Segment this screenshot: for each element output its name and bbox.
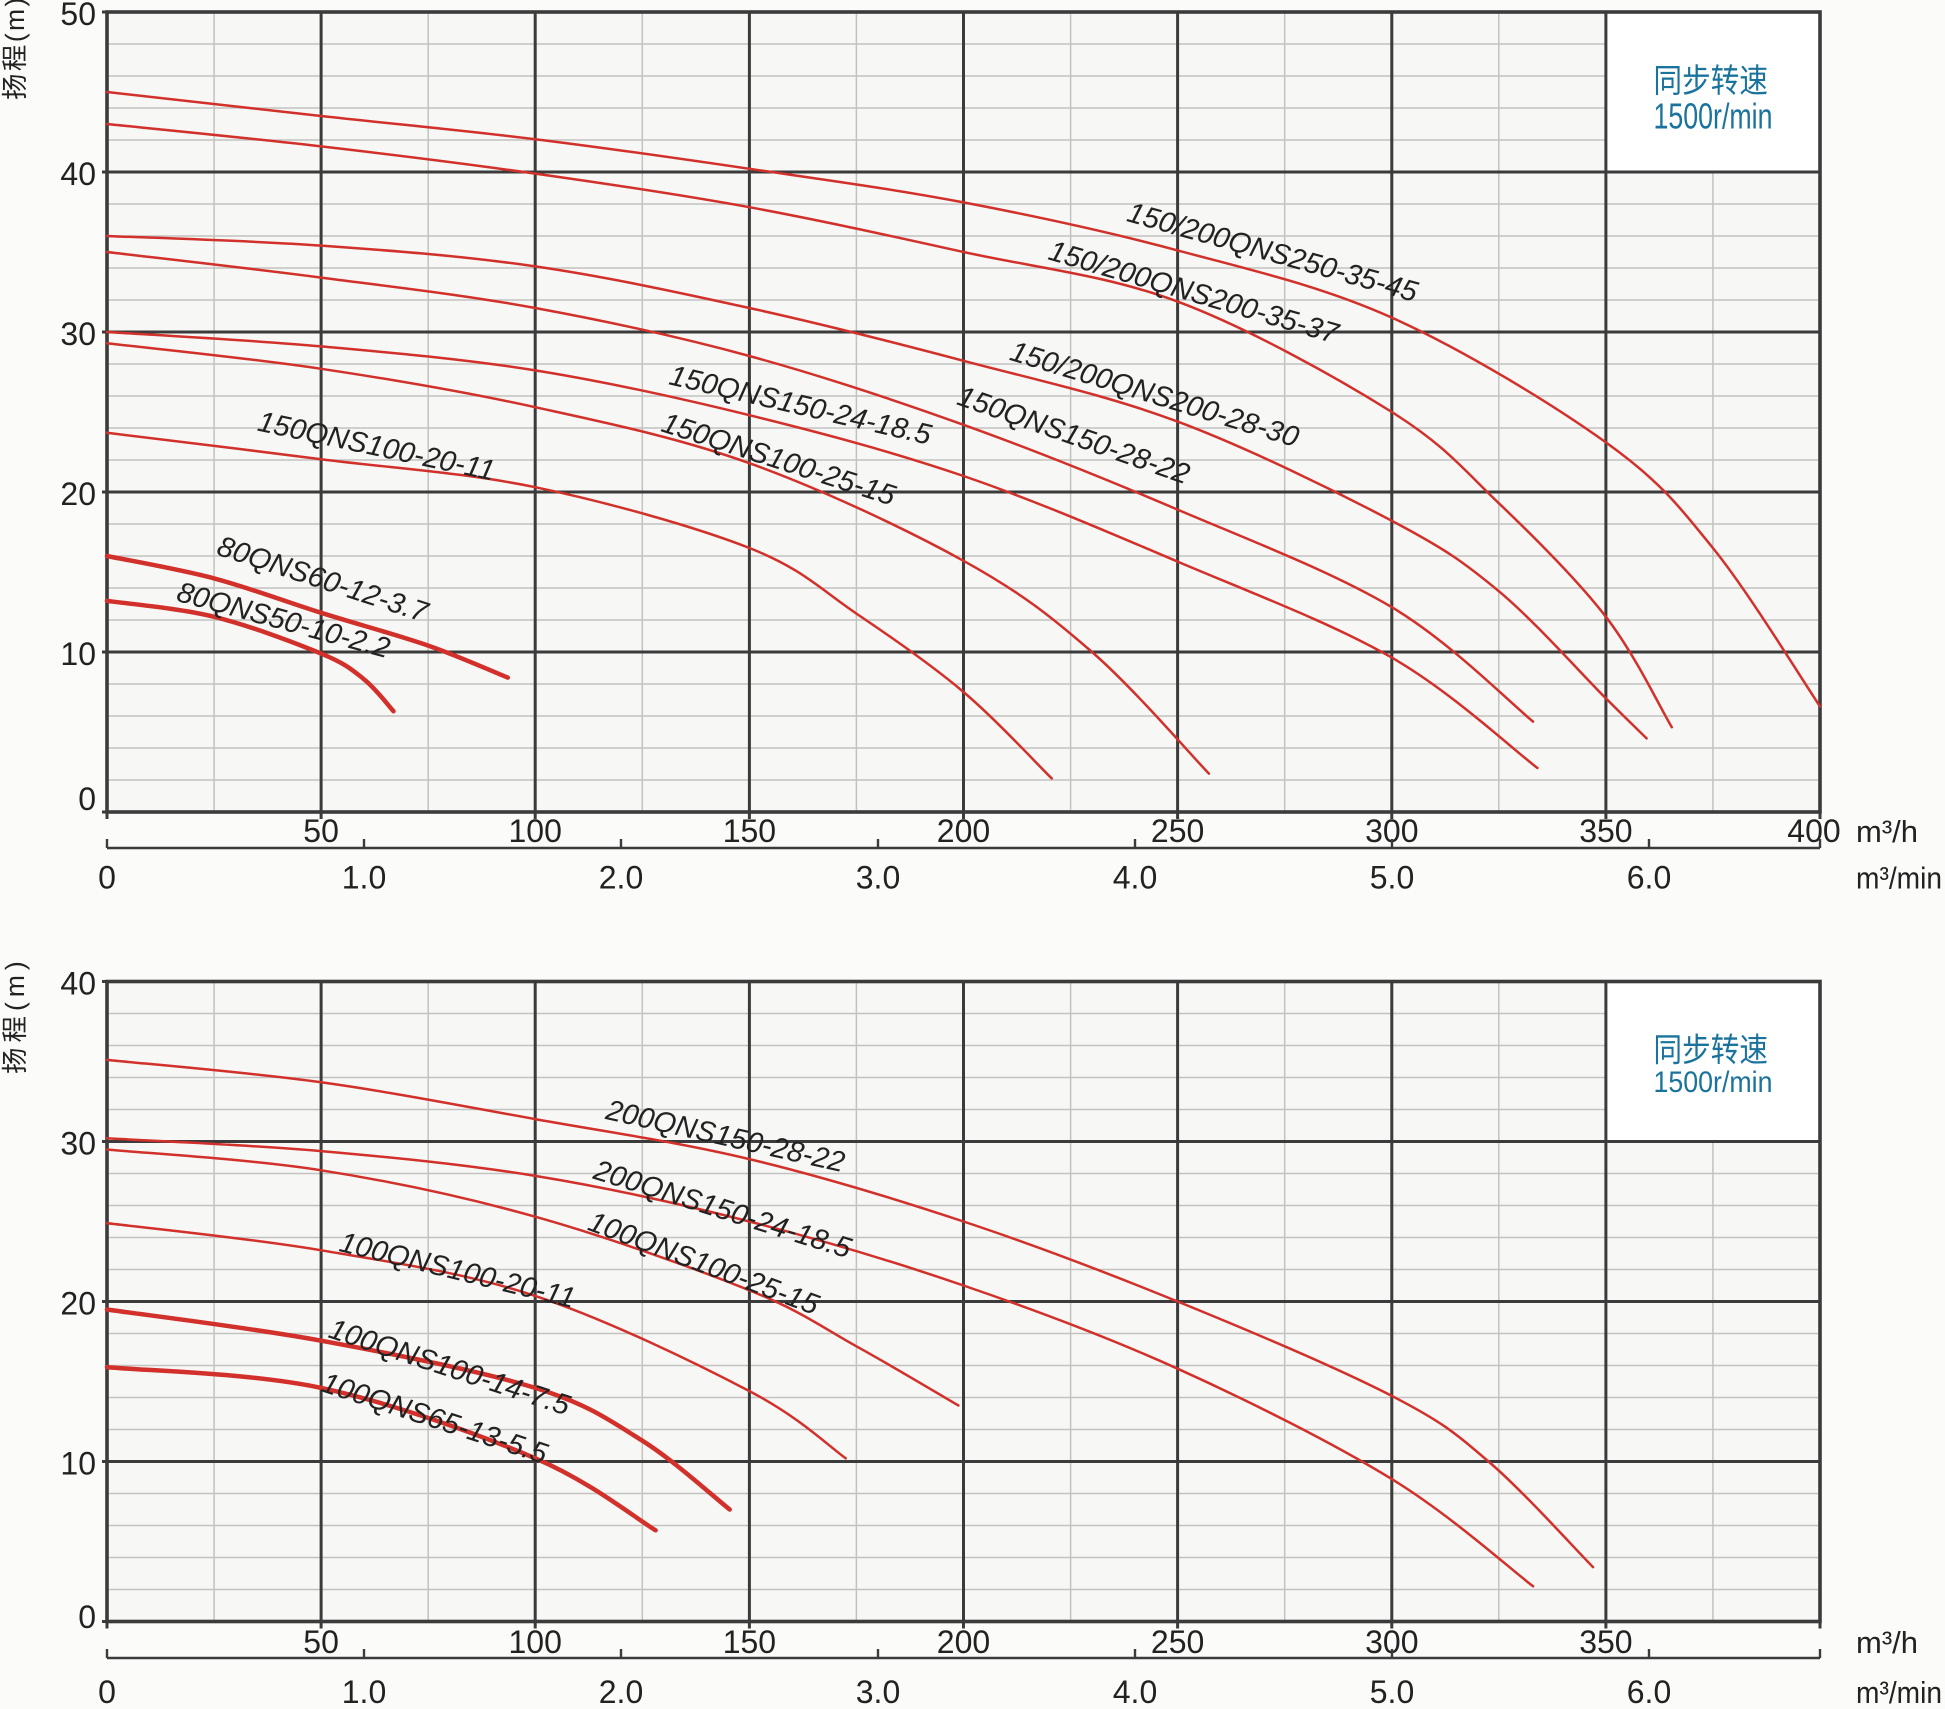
svg-text:100: 100: [509, 813, 562, 849]
svg-text:100: 100: [509, 1624, 562, 1660]
svg-text:1500r/min: 1500r/min: [1654, 1066, 1773, 1099]
svg-text:3.0: 3.0: [856, 1674, 900, 1704]
svg-text:2.0: 2.0: [599, 1674, 643, 1704]
svg-text:10: 10: [60, 1446, 96, 1482]
svg-text:200: 200: [937, 1624, 990, 1660]
svg-text:0: 0: [98, 1674, 116, 1704]
svg-text:6.0: 6.0: [1627, 1674, 1671, 1704]
svg-text:1.0: 1.0: [342, 860, 386, 896]
svg-text:4.0: 4.0: [1113, 1674, 1157, 1704]
svg-text:m³/h: m³/h: [1856, 814, 1918, 849]
svg-text:250: 250: [1151, 1624, 1204, 1660]
svg-text:0: 0: [78, 1599, 96, 1635]
svg-text:40: 40: [60, 966, 96, 1002]
svg-text:150: 150: [723, 813, 776, 849]
svg-text:m³/min: m³/min: [1856, 1675, 1942, 1704]
svg-text:400: 400: [1787, 813, 1840, 849]
svg-text:0: 0: [78, 781, 96, 817]
svg-text:20: 20: [60, 1286, 96, 1322]
svg-text:30: 30: [60, 316, 96, 352]
svg-text:50: 50: [303, 1624, 339, 1660]
svg-text:0: 0: [98, 860, 116, 896]
svg-text:5.0: 5.0: [1370, 860, 1414, 896]
svg-text:m³/h: m³/h: [1856, 1625, 1918, 1660]
svg-text:40: 40: [60, 156, 96, 192]
svg-text:50: 50: [60, 0, 96, 32]
svg-text:20: 20: [60, 476, 96, 512]
svg-text:5.0: 5.0: [1370, 1674, 1414, 1704]
svg-text:30: 30: [60, 1126, 96, 1162]
svg-text:1.0: 1.0: [342, 1674, 386, 1704]
svg-text:3.0: 3.0: [856, 860, 900, 896]
svg-text:250: 250: [1151, 813, 1204, 849]
svg-text:2.0: 2.0: [599, 860, 643, 896]
svg-text:150: 150: [723, 1624, 776, 1660]
svg-text:m³/min: m³/min: [1856, 861, 1942, 896]
svg-text:50: 50: [303, 813, 339, 849]
svg-text:4.0: 4.0: [1113, 860, 1157, 896]
svg-text:350: 350: [1579, 813, 1632, 849]
svg-text:1500r/min: 1500r/min: [1654, 97, 1773, 137]
svg-text:200: 200: [937, 813, 990, 849]
svg-text:10: 10: [60, 636, 96, 672]
svg-text:6.0: 6.0: [1627, 860, 1671, 896]
svg-text:350: 350: [1579, 1624, 1632, 1660]
